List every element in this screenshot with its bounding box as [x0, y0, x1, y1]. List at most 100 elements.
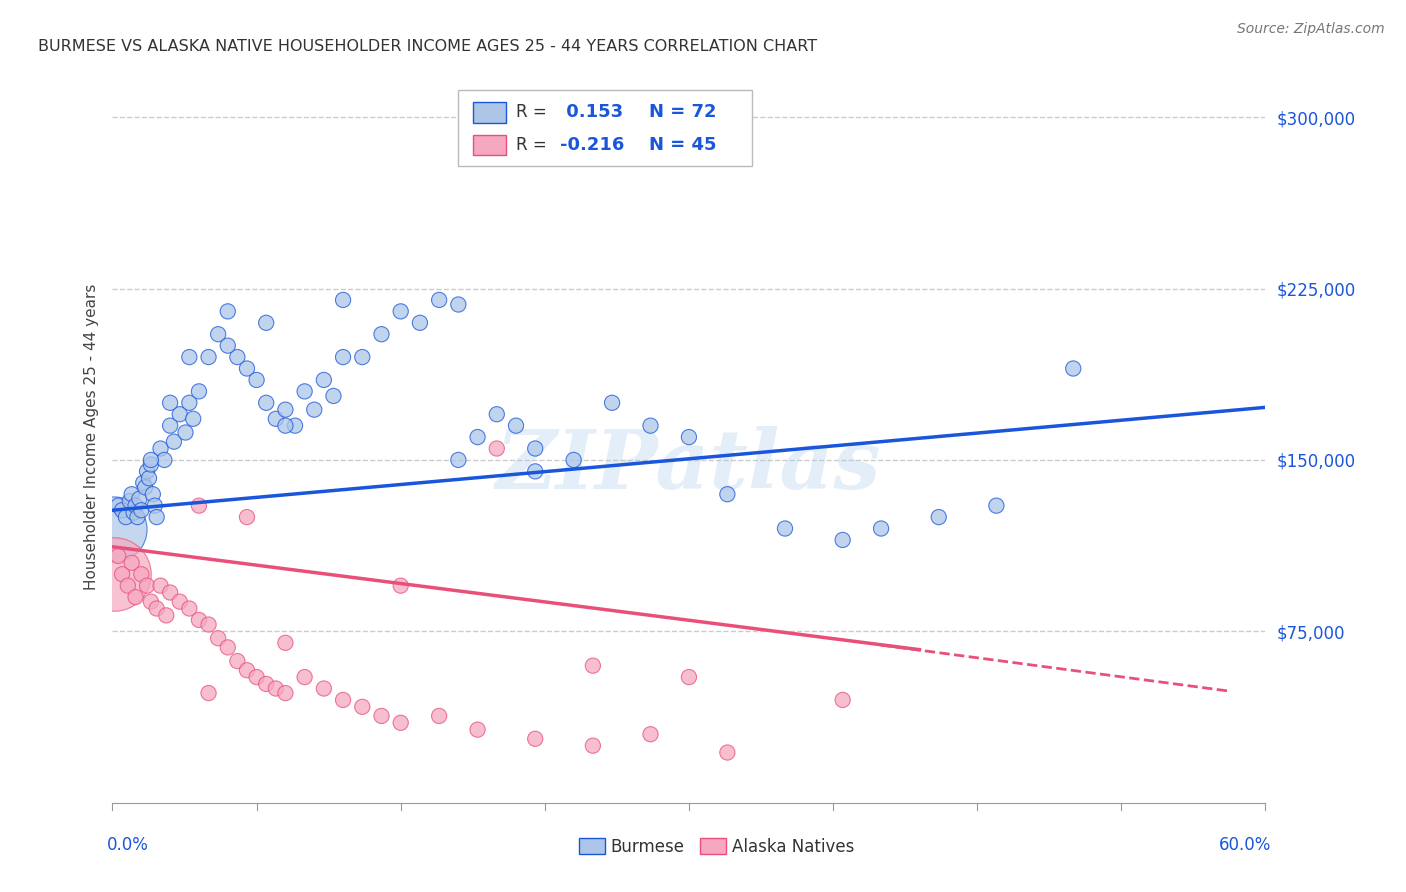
Point — [831, 693, 853, 707]
Text: Burmese: Burmese — [610, 838, 685, 855]
Point — [485, 442, 508, 456]
Point — [485, 407, 508, 421]
Point — [716, 746, 738, 760]
Point — [138, 471, 160, 485]
Point — [562, 453, 585, 467]
Point — [217, 338, 239, 352]
Point — [986, 499, 1008, 513]
Text: N = 45: N = 45 — [648, 136, 716, 154]
Point — [505, 418, 527, 433]
Point — [236, 663, 259, 677]
Point — [304, 402, 326, 417]
Text: R =: R = — [516, 103, 553, 121]
Point — [118, 494, 141, 508]
Text: Source: ZipAtlas.com: Source: ZipAtlas.com — [1237, 22, 1385, 37]
Point — [640, 418, 662, 433]
Point — [127, 510, 149, 524]
Point — [524, 442, 547, 456]
Point — [640, 727, 662, 741]
Point — [524, 731, 547, 746]
Point — [246, 670, 269, 684]
Point — [370, 327, 392, 342]
Point — [678, 670, 700, 684]
Point — [107, 549, 129, 563]
Point — [134, 480, 156, 494]
Point — [467, 723, 489, 737]
Point — [117, 579, 139, 593]
Point — [274, 402, 297, 417]
Point — [427, 293, 450, 307]
Point — [928, 510, 950, 524]
Point — [254, 396, 277, 410]
FancyBboxPatch shape — [700, 838, 725, 854]
Point — [831, 533, 853, 547]
Point — [139, 453, 162, 467]
Point — [447, 453, 470, 467]
Text: 0.153: 0.153 — [560, 103, 623, 121]
Point — [169, 594, 191, 608]
Point — [188, 613, 211, 627]
Point — [103, 567, 125, 582]
Point — [197, 350, 219, 364]
Point — [389, 579, 412, 593]
Point — [145, 510, 167, 524]
Point — [447, 297, 470, 311]
Point — [159, 396, 181, 410]
Point — [207, 327, 229, 342]
Point — [111, 503, 134, 517]
Point — [103, 521, 125, 535]
Point — [264, 681, 287, 696]
Point — [139, 458, 162, 472]
Point — [197, 617, 219, 632]
Point — [179, 396, 201, 410]
Point — [1062, 361, 1084, 376]
Y-axis label: Householder Income Ages 25 - 44 years: Householder Income Ages 25 - 44 years — [83, 284, 98, 591]
Point — [129, 567, 153, 582]
Point — [115, 510, 138, 524]
Text: ZIPatlas: ZIPatlas — [496, 426, 882, 507]
Point — [409, 316, 432, 330]
Point — [142, 487, 165, 501]
Point — [139, 594, 162, 608]
FancyBboxPatch shape — [474, 102, 506, 122]
Point — [149, 579, 172, 593]
Point — [332, 293, 354, 307]
Point — [274, 636, 297, 650]
Point — [332, 693, 354, 707]
Point — [467, 430, 489, 444]
Point — [179, 350, 201, 364]
Point — [427, 709, 450, 723]
Point — [226, 350, 249, 364]
Point — [149, 442, 172, 456]
Point — [582, 658, 605, 673]
Point — [207, 632, 229, 646]
Point — [129, 503, 153, 517]
Point — [582, 739, 605, 753]
Point — [254, 677, 277, 691]
Point — [155, 608, 177, 623]
Point — [370, 709, 392, 723]
Point — [124, 590, 146, 604]
Point — [294, 670, 316, 684]
Text: -0.216: -0.216 — [560, 136, 624, 154]
Point — [188, 499, 211, 513]
Text: R =: R = — [516, 136, 553, 154]
Point — [352, 350, 374, 364]
Point — [169, 407, 191, 421]
Point — [312, 373, 335, 387]
Point — [188, 384, 211, 399]
Point — [121, 487, 143, 501]
Point — [332, 350, 354, 364]
Point — [121, 556, 143, 570]
Point — [217, 304, 239, 318]
Point — [389, 715, 412, 730]
Point — [128, 491, 150, 506]
Point — [389, 304, 412, 318]
Point — [678, 430, 700, 444]
Point — [254, 316, 277, 330]
Point — [246, 373, 269, 387]
Point — [136, 579, 159, 593]
Point — [197, 686, 219, 700]
Point — [322, 389, 344, 403]
Point — [773, 521, 796, 535]
